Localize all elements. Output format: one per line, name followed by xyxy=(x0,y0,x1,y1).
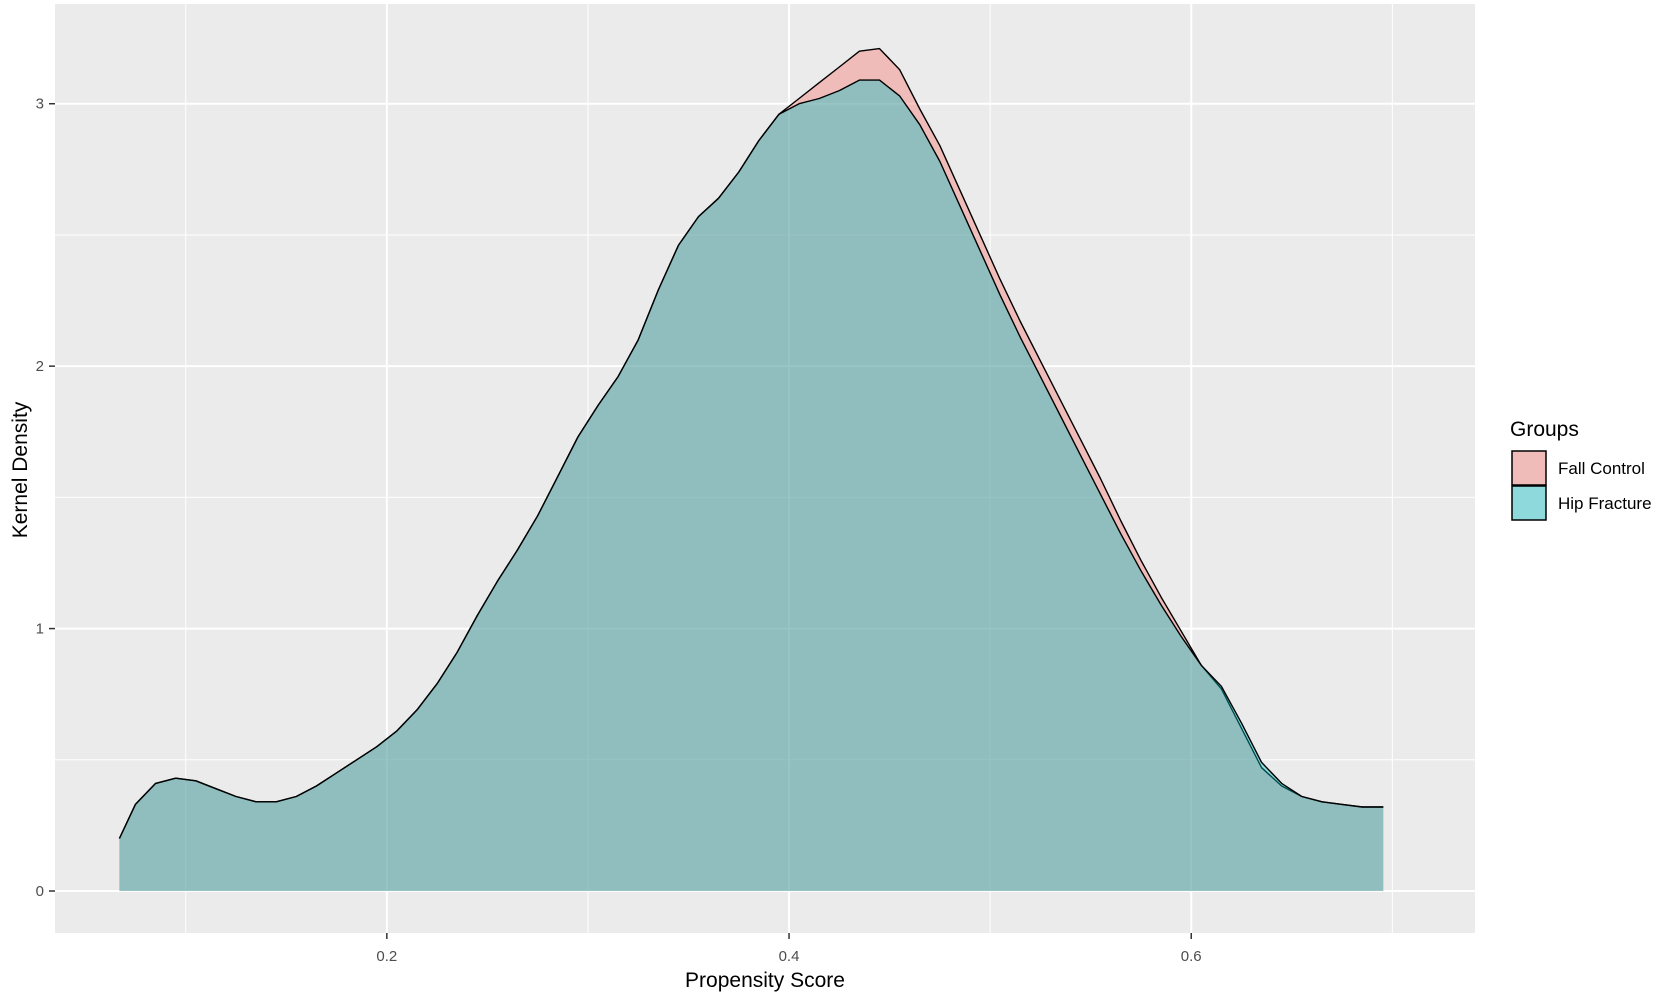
legend-key-background xyxy=(1512,451,1546,485)
x-tick-label: 0.4 xyxy=(779,948,800,965)
legend-items: Fall Control Hip Fracture xyxy=(1511,450,1652,521)
major-grid-lines xyxy=(55,4,1475,933)
legend: Groups Fall Control Hip Fracture xyxy=(1510,418,1652,521)
legend-title: Groups xyxy=(1510,418,1579,441)
y-tick-label: 3 xyxy=(36,96,44,113)
y-tick-label: 2 xyxy=(36,358,44,375)
density-series xyxy=(118,47,1384,892)
y-axis: 0 1 2 3 xyxy=(36,96,55,900)
fall-control-legend-label: Fall Control xyxy=(1558,459,1645,478)
hip-fracture-density-line xyxy=(118,79,1384,839)
panel-background xyxy=(55,4,1475,933)
legend-key-background xyxy=(1512,486,1546,520)
hip-fracture-legend-label: Hip Fracture xyxy=(1558,494,1652,513)
y-tick-label: 0 xyxy=(36,883,44,900)
x-axis: 0.2 0.4 0.6 xyxy=(376,933,1202,965)
hip-fracture-legend-swatch xyxy=(1511,485,1547,521)
y-axis-title: Kernel Density xyxy=(9,401,32,538)
fall-control-density-area xyxy=(119,48,1384,892)
x-tick-label: 0.2 xyxy=(376,948,397,965)
x-tick-label: 0.6 xyxy=(1181,948,1202,965)
x-axis-title: Propensity Score xyxy=(685,969,845,992)
hip-fracture-density-area xyxy=(119,80,1384,892)
y-tick-label: 1 xyxy=(36,621,44,638)
minor-grid-lines xyxy=(55,4,1475,933)
fall-control-legend-swatch xyxy=(1511,450,1547,486)
